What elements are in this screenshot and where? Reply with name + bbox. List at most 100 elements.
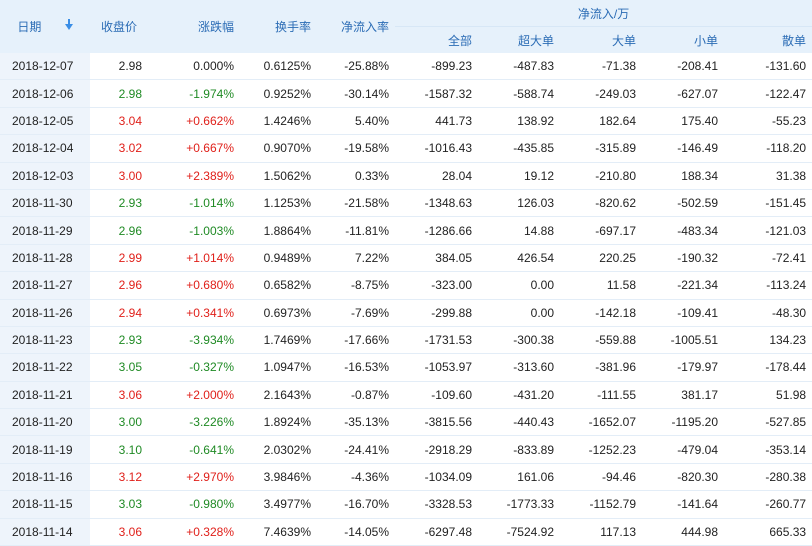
cell-date: 2018-11-22 <box>0 353 90 382</box>
cell-all: -1348.63 <box>395 189 478 218</box>
column-header-all[interactable]: 全部 <box>395 26 478 53</box>
table-row: 2018-11-23 2.93 -3.934% 1.7469% -17.66% -1731… <box>0 326 812 355</box>
cell-date: 2018-12-05 <box>0 107 90 136</box>
cell-all: -2918.29 <box>395 435 478 464</box>
cell-change: -0.327% <box>148 353 240 382</box>
cell-small: -502.59 <box>642 189 724 218</box>
cell-close: 2.93 <box>90 326 148 355</box>
cell-close: 2.94 <box>90 299 148 327</box>
cell-net-rate: 5.40% <box>317 107 395 136</box>
cell-retail: -122.47 <box>724 79 812 108</box>
cell-date: 2018-11-16 <box>0 463 90 492</box>
cell-large: -559.88 <box>560 326 642 355</box>
cell-super-large: -1773.33 <box>478 490 560 519</box>
cell-all: -3815.56 <box>395 408 478 437</box>
cell-net-rate: -25.88% <box>317 53 395 81</box>
cell-large: -1652.07 <box>560 408 642 437</box>
cell-net-rate: -14.05% <box>317 518 395 546</box>
column-header-close[interactable]: 收盘价 <box>90 0 148 53</box>
cell-date: 2018-11-23 <box>0 326 90 355</box>
cell-retail: -178.44 <box>724 353 812 382</box>
column-header-small[interactable]: 小单 <box>642 26 724 53</box>
cell-retail: -151.45 <box>724 189 812 218</box>
table-row: 2018-12-04 3.02 +0.667% 0.9070% -19.58% -1016… <box>0 134 812 163</box>
column-header-change[interactable]: 涨跌幅 <box>148 0 240 53</box>
cell-turnover: 0.6973% <box>240 299 317 327</box>
cell-large: -210.80 <box>560 162 642 190</box>
cell-turnover: 7.4639% <box>240 518 317 546</box>
cell-super-large: -833.89 <box>478 435 560 464</box>
cell-turnover: 1.4246% <box>240 107 317 136</box>
cell-super-large: 426.54 <box>478 244 560 273</box>
cell-large: -697.17 <box>560 216 642 245</box>
cell-change: -0.641% <box>148 435 240 464</box>
cell-large: -381.96 <box>560 353 642 382</box>
cell-super-large: -313.60 <box>478 353 560 382</box>
cell-small: 381.17 <box>642 381 724 410</box>
cell-change: +0.680% <box>148 271 240 300</box>
cell-net-rate: -30.14% <box>317 79 395 108</box>
column-header-retail[interactable]: 散单 <box>724 26 812 53</box>
cell-close: 3.12 <box>90 463 148 492</box>
cell-net-rate: -0.87% <box>317 381 395 410</box>
cell-small: 188.34 <box>642 162 724 190</box>
cell-all: -1731.53 <box>395 326 478 355</box>
cell-super-large: -440.43 <box>478 408 560 437</box>
cell-super-large: -487.83 <box>478 53 560 81</box>
cell-net-rate: -17.66% <box>317 326 395 355</box>
table-row: 2018-11-29 2.96 -1.003% 1.8864% -11.81% -1286… <box>0 216 812 245</box>
cell-change: -0.980% <box>148 490 240 519</box>
cell-small: -221.34 <box>642 271 724 300</box>
column-header-net-rate[interactable]: 净流入率 <box>317 0 395 53</box>
cell-change: 0.000% <box>148 53 240 81</box>
cell-net-rate: -7.69% <box>317 299 395 327</box>
table-row: 2018-11-26 2.94 +0.341% 0.6973% -7.69% -299.8… <box>0 299 812 327</box>
cell-date: 2018-12-07 <box>0 53 90 81</box>
cell-large: -820.62 <box>560 189 642 218</box>
table-row: 2018-11-14 3.06 +0.328% 7.4639% -14.05% -6297… <box>0 518 812 546</box>
cell-change: +2.000% <box>148 381 240 410</box>
cell-super-large: 161.06 <box>478 463 560 492</box>
cell-turnover: 1.0947% <box>240 353 317 382</box>
table-row: 2018-11-19 3.10 -0.641% 2.0302% -24.41% -2918… <box>0 435 812 464</box>
cell-date: 2018-11-20 <box>0 408 90 437</box>
cell-small: 444.98 <box>642 518 724 546</box>
table-row: 2018-11-22 3.05 -0.327% 1.0947% -16.53% -1053… <box>0 353 812 382</box>
column-header-turnover[interactable]: 换手率 <box>240 0 317 53</box>
cell-retail: -118.20 <box>724 134 812 163</box>
cell-small: -109.41 <box>642 299 724 327</box>
cell-large: -142.18 <box>560 299 642 327</box>
cell-retail: -280.38 <box>724 463 812 492</box>
cell-net-rate: -8.75% <box>317 271 395 300</box>
cell-date: 2018-11-26 <box>0 299 90 327</box>
arrow-down-icon[interactable] <box>64 18 73 30</box>
column-header-super-large[interactable]: 超大单 <box>478 26 560 53</box>
column-header-date[interactable]: 日期 <box>0 0 90 53</box>
cell-close: 2.98 <box>90 79 148 108</box>
cell-retail: -353.14 <box>724 435 812 464</box>
cell-all: -1053.97 <box>395 353 478 382</box>
cell-change: +2.389% <box>148 162 240 190</box>
cell-close: 2.99 <box>90 244 148 273</box>
cell-retail: 51.98 <box>724 381 812 410</box>
cell-small: -179.97 <box>642 353 724 382</box>
cell-close: 3.04 <box>90 107 148 136</box>
cell-date: 2018-11-28 <box>0 244 90 273</box>
cell-small: -146.49 <box>642 134 724 163</box>
cell-net-rate: 7.22% <box>317 244 395 273</box>
table-row: 2018-11-28 2.99 +1.014% 0.9489% 7.22% 384.05 4… <box>0 244 812 273</box>
cell-all: -1587.32 <box>395 79 478 108</box>
cell-retail: 134.23 <box>724 326 812 355</box>
cell-date: 2018-12-06 <box>0 79 90 108</box>
table-row: 2018-11-30 2.93 -1.014% 1.1253% -21.58% -1348… <box>0 189 812 218</box>
cell-super-large: 0.00 <box>478 299 560 327</box>
cell-large: 117.13 <box>560 518 642 546</box>
column-header-large[interactable]: 大单 <box>560 26 642 53</box>
cell-super-large: -300.38 <box>478 326 560 355</box>
cell-change: +0.341% <box>148 299 240 327</box>
cell-net-rate: -21.58% <box>317 189 395 218</box>
cell-close: 2.96 <box>90 216 148 245</box>
cell-close: 3.00 <box>90 162 148 190</box>
cell-close: 3.05 <box>90 353 148 382</box>
